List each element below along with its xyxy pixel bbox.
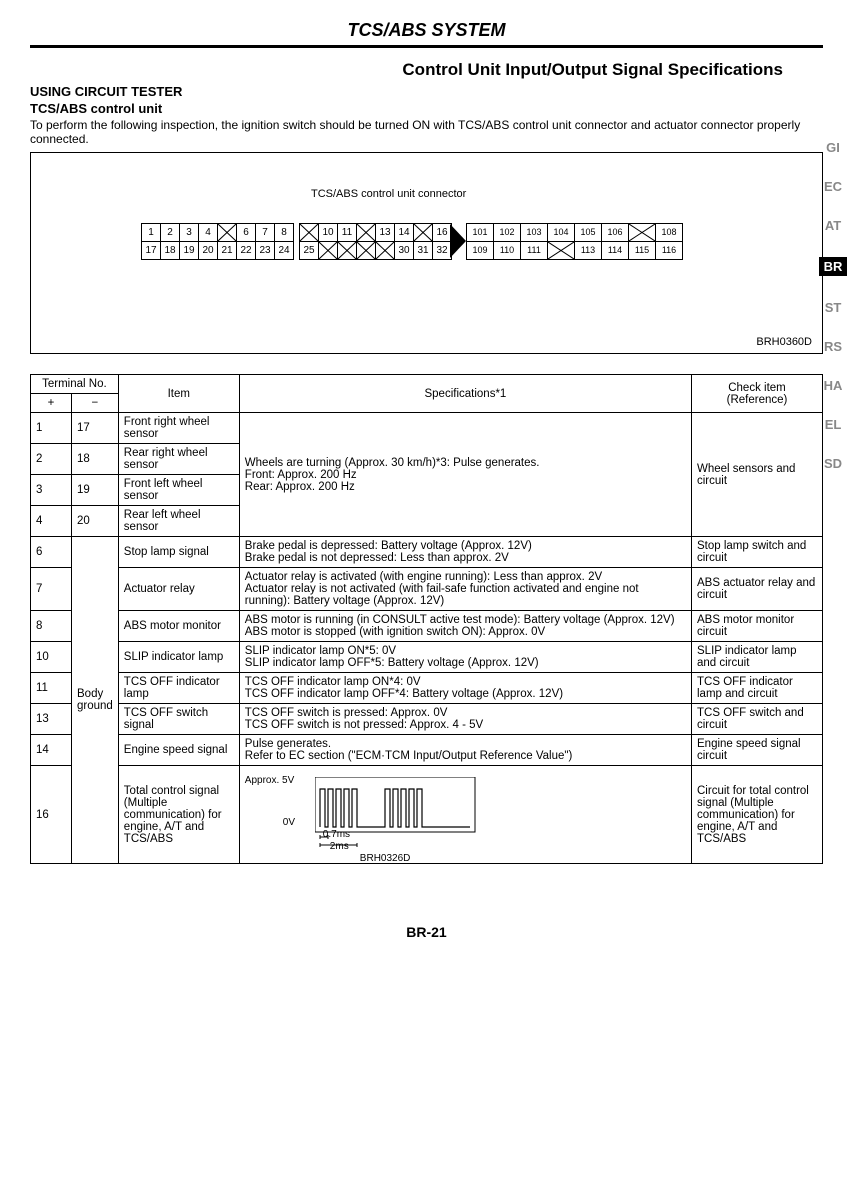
pin: 25 — [299, 241, 319, 260]
table-row: 10 SLIP indicator lamp SLIP indicator la… — [31, 642, 823, 673]
pin: 23 — [255, 241, 275, 260]
tab-st: ST — [819, 300, 847, 315]
th-item: Item — [118, 375, 239, 413]
side-tabs: GI EC AT BR ST RS HA EL SD — [819, 140, 847, 471]
pin: 104 — [547, 223, 575, 242]
table-row: 8 ABS motor monitor ABS motor is running… — [31, 611, 823, 642]
pin: 106 — [601, 223, 629, 242]
table-row: 14 Engine speed signal Pulse generates. … — [31, 735, 823, 766]
pin: 113 — [574, 241, 602, 260]
pin: 32 — [432, 241, 452, 260]
page-number: BR-21 — [30, 924, 823, 940]
wheel-spec: Wheels are turning (Approx. 30 km/h)*3: … — [239, 413, 691, 537]
pin — [217, 223, 237, 242]
intro-text: To perform the following inspection, the… — [30, 118, 823, 146]
pin: 19 — [179, 241, 199, 260]
pin-grid: 1234678 1718192021222324 1011131416 2530… — [141, 223, 682, 259]
tab-br: BR — [819, 257, 847, 276]
pin: 101 — [466, 223, 494, 242]
triangle-marker — [450, 224, 466, 258]
th-check: Check item (Reference) — [692, 375, 823, 413]
pin — [356, 241, 376, 260]
pin: 105 — [574, 223, 602, 242]
pin: 3 — [179, 223, 199, 242]
pin: 103 — [520, 223, 548, 242]
section-subtitle: Control Unit Input/Output Signal Specifi… — [30, 60, 783, 80]
pin: 114 — [601, 241, 629, 260]
table-row: 13 TCS OFF switch signal TCS OFF switch … — [31, 704, 823, 735]
tab-at: AT — [819, 218, 847, 233]
th-plus: + — [31, 394, 72, 413]
pin: 109 — [466, 241, 494, 260]
pin: 115 — [628, 241, 656, 260]
pin: 102 — [493, 223, 521, 242]
pin — [356, 223, 376, 242]
page-title: TCS/ABS SYSTEM — [30, 20, 823, 48]
pin: 116 — [655, 241, 683, 260]
pin: 8 — [274, 223, 294, 242]
pin: 111 — [520, 241, 548, 260]
pin: 11 — [337, 223, 357, 242]
pin: 18 — [160, 241, 180, 260]
table-row: 16 Total control signal (Multiple commun… — [31, 766, 823, 864]
pin: 2 — [160, 223, 180, 242]
pin: 24 — [274, 241, 294, 260]
pin: 4 — [198, 223, 218, 242]
pin: 13 — [375, 223, 395, 242]
pin: 14 — [394, 223, 414, 242]
tab-sd: SD — [819, 456, 847, 471]
pin: 7 — [255, 223, 275, 242]
heading-using: USING CIRCUIT TESTER — [30, 84, 823, 99]
pin — [413, 223, 433, 242]
pin: 31 — [413, 241, 433, 260]
wf-bottom-label: 0V — [283, 817, 295, 828]
pin: 10 — [318, 223, 338, 242]
wf-ref: BRH0326D — [360, 853, 411, 864]
pin: 30 — [394, 241, 414, 260]
pin: 110 — [493, 241, 521, 260]
table-row: 11 TCS OFF indicator lamp TCS OFF indica… — [31, 673, 823, 704]
pin: 108 — [655, 223, 683, 242]
tab-ha: HA — [819, 378, 847, 393]
connector-label: TCS/ABS control unit connector — [311, 188, 466, 200]
th-minus: − — [72, 394, 119, 413]
tab-ec: EC — [819, 179, 847, 194]
tab-gi: GI — [819, 140, 847, 155]
spec-table: Terminal No. Item Specifications*1 Check… — [30, 374, 823, 864]
pin: 17 — [141, 241, 161, 260]
pin — [318, 241, 338, 260]
waveform-cell: Approx. 5V 0V 0.7ms 2ms BRH0326D — [239, 766, 691, 864]
table-row: 7 Actuator relay Actuator relay is activ… — [31, 568, 823, 611]
wf-top-label: Approx. 5V — [245, 775, 294, 786]
wf-t1: 0.7ms — [323, 829, 350, 840]
tab-el: EL — [819, 417, 847, 432]
pin — [337, 241, 357, 260]
pin — [299, 223, 319, 242]
pin: 16 — [432, 223, 452, 242]
heading-unit: TCS/ABS control unit — [30, 101, 823, 116]
diagram-ref: BRH0360D — [756, 336, 812, 348]
th-terminal: Terminal No. — [31, 375, 119, 394]
pin: 6 — [236, 223, 256, 242]
wf-t2: 2ms — [330, 841, 349, 852]
tab-rs: RS — [819, 339, 847, 354]
pin: 1 — [141, 223, 161, 242]
connector-diagram: TCS/ABS control unit connector 1234678 1… — [30, 152, 823, 354]
pin: 21 — [217, 241, 237, 260]
pin: 22 — [236, 241, 256, 260]
table-row: 1 17 Front right wheel sensor Wheels are… — [31, 413, 823, 444]
pin — [375, 241, 395, 260]
th-spec: Specifications*1 — [239, 375, 691, 413]
pin — [628, 223, 656, 242]
pin: 20 — [198, 241, 218, 260]
table-row: 6 Body ground Stop lamp signal Brake ped… — [31, 537, 823, 568]
pin — [547, 241, 575, 260]
